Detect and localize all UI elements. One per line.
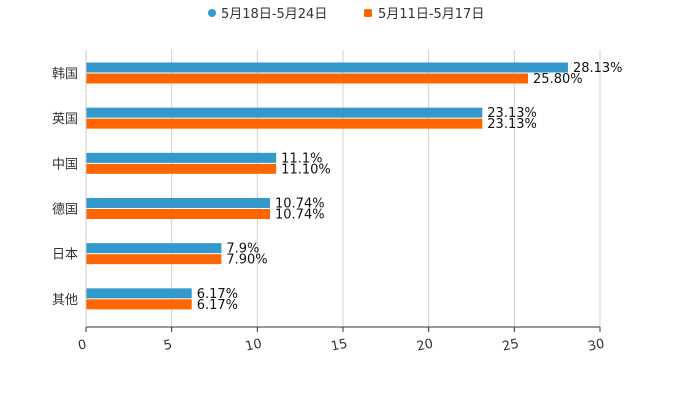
data-label-中国-series-1: 11.1%	[281, 151, 322, 166]
gridlines	[171, 50, 601, 327]
data-label-日本-series-1: 7.9%	[226, 242, 259, 257]
bar-中国-series-1	[86, 152, 277, 163]
bar-英国-series-2	[86, 118, 483, 129]
x-tick-label-0: 0	[77, 337, 88, 353]
bar-韩国-series-1	[86, 62, 568, 73]
bar-日本-series-2	[86, 254, 222, 265]
bar-其他-series-2	[86, 299, 192, 310]
legend-label-series-2: 5月11日-5月17日	[378, 7, 484, 22]
x-tick-label-30: 30	[587, 337, 606, 355]
data-label-其他-series-1: 6.17%	[197, 287, 238, 302]
x-tick-label-15: 15	[330, 337, 349, 355]
data-label-日本-series-2: 7.90%	[226, 253, 267, 268]
x-tick-label-20: 20	[415, 337, 434, 355]
data-label-韩国-series-1: 28.13%	[573, 61, 623, 76]
x-tick-label-5: 5	[162, 337, 173, 353]
category-label-中国: 中国	[52, 157, 78, 172]
legend-marker-series-1	[208, 9, 216, 17]
data-label-德国-series-2: 10.74%	[275, 208, 325, 223]
x-tick-labels: 0 5 10 15 20 25 30	[77, 337, 606, 355]
bar-日本-series-1	[86, 243, 222, 254]
bars	[86, 62, 568, 310]
legend-label-series-1: 5月18日-5月24日	[221, 7, 327, 22]
category-label-其他: 其他	[52, 293, 78, 308]
category-label-英国: 英国	[52, 112, 78, 127]
data-labels: 28.13%25.80% 23.13%23.13% 11.1%11.10% 10.74…	[197, 61, 623, 313]
data-label-德国-series-1: 10.74%	[275, 197, 325, 212]
legend: 5月18日-5月24日 5月11日-5月17日	[208, 7, 484, 22]
bar-德国-series-2	[86, 209, 271, 219]
data-label-其他-series-2: 6.17%	[197, 298, 238, 313]
category-label-日本: 日本	[52, 248, 78, 263]
bar-中国-series-2	[86, 163, 277, 174]
data-label-韩国-series-2: 25.80%	[533, 72, 583, 87]
category-label-韩国: 韩国	[52, 67, 78, 82]
data-label-英国-series-2: 23.13%	[487, 117, 537, 132]
category-label-德国: 德国	[52, 203, 78, 218]
bar-其他-series-1	[86, 288, 192, 299]
bar-德国-series-1	[86, 198, 271, 208]
data-label-英国-series-1: 23.13%	[487, 106, 537, 121]
bar-韩国-series-2	[86, 73, 529, 84]
data-label-中国-series-2: 11.10%	[281, 162, 331, 177]
x-tick-label-10: 10	[244, 337, 263, 355]
x-axis	[85, 50, 601, 332]
bar-英国-series-1	[86, 107, 483, 118]
x-tick-label-25: 25	[501, 337, 520, 355]
legend-marker-series-2	[364, 9, 372, 17]
